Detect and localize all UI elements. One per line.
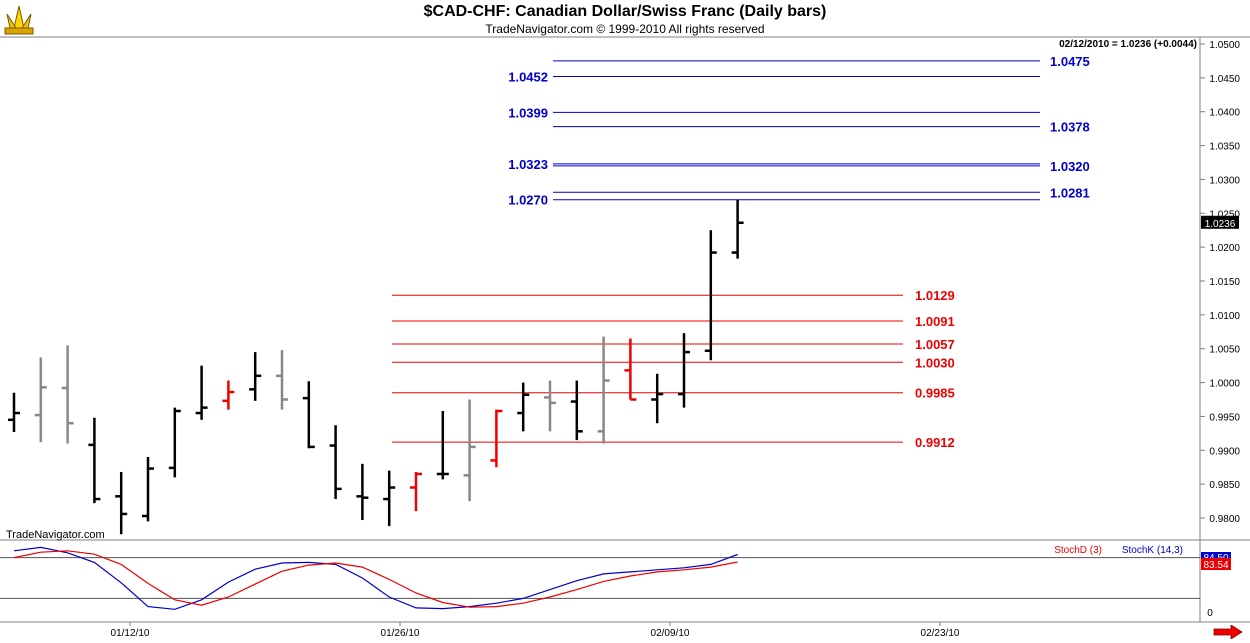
ohlc-bar bbox=[678, 333, 690, 408]
red-level-label: 0.9985 bbox=[915, 386, 955, 401]
ohlc-bar bbox=[302, 381, 315, 449]
ohlc-bar bbox=[61, 345, 74, 444]
y-tick-label: 1.0200 bbox=[1209, 243, 1240, 254]
red-level-label: 1.0129 bbox=[915, 288, 955, 303]
red-level-label: 0.9912 bbox=[915, 435, 955, 450]
stochk-line bbox=[13, 546, 738, 610]
ohlc-bar bbox=[383, 470, 396, 527]
blue-level-label: 1.0475 bbox=[1050, 54, 1090, 69]
ohlc-bar bbox=[597, 336, 610, 444]
ohlc-bar bbox=[276, 350, 288, 410]
y-tick-label: 1.0050 bbox=[1209, 345, 1240, 356]
blue-level-label: 1.0320 bbox=[1050, 159, 1090, 174]
last-price-label: 1.0236 bbox=[1205, 219, 1236, 230]
ohlc-bar bbox=[34, 357, 47, 443]
blue-level-label: 1.0378 bbox=[1050, 120, 1090, 135]
red-level-label: 1.0091 bbox=[915, 314, 955, 329]
chart-title: $CAD-CHF: Canadian Dollar/Swiss Franc (D… bbox=[423, 3, 827, 20]
ohlc-bar bbox=[168, 407, 181, 478]
y-tick-label: 1.0450 bbox=[1209, 74, 1240, 85]
ohlc-bar bbox=[8, 392, 20, 433]
y-tick-label: 0.9900 bbox=[1209, 446, 1240, 457]
ohlc-bar bbox=[570, 380, 583, 441]
ohlc-bar bbox=[410, 471, 422, 512]
ohlc-bar bbox=[356, 463, 369, 521]
red-level-label: 1.0057 bbox=[915, 337, 955, 352]
stochd-legend: StochD (3) bbox=[1054, 545, 1102, 556]
ohlc-bar bbox=[490, 409, 503, 468]
ohlc-bar bbox=[463, 399, 476, 502]
ohlc-bar bbox=[704, 230, 717, 361]
ohlc-bar bbox=[142, 457, 154, 522]
x-tick-label: 02/23/10 bbox=[921, 628, 960, 639]
stochd-value-label: 83.54 bbox=[1203, 560, 1228, 571]
info-readout: 02/12/2010 = 1.0236 (+0.0044) bbox=[1059, 39, 1197, 50]
ohlc-bar bbox=[624, 338, 637, 401]
ohlc-bar bbox=[329, 425, 342, 500]
scroll-right-arrow-icon[interactable] bbox=[1213, 625, 1243, 639]
watermark: TradeNavigator.com bbox=[6, 529, 105, 541]
ohlc-bar bbox=[249, 352, 262, 401]
ohlc-bar bbox=[731, 199, 744, 259]
ohlc-bar bbox=[517, 382, 530, 432]
stochk-value-box bbox=[1201, 552, 1231, 563]
ohlc-bar bbox=[436, 411, 449, 480]
blue-level-label: 1.0323 bbox=[508, 157, 548, 172]
stochd-line bbox=[13, 550, 738, 608]
ohlc-bar bbox=[544, 380, 556, 432]
last-price-box bbox=[1201, 215, 1239, 229]
ohlc-bar bbox=[651, 373, 664, 424]
x-tick-label: 02/09/10 bbox=[651, 628, 690, 639]
blue-level-label: 1.0281 bbox=[1050, 185, 1090, 200]
y-tick-label: 0.9800 bbox=[1209, 514, 1240, 525]
blue-level-label: 1.0399 bbox=[508, 105, 548, 120]
y-tick-label: 1.0500 bbox=[1209, 40, 1240, 51]
y-tick-label: 1.0350 bbox=[1209, 142, 1240, 153]
ohlc-bar bbox=[115, 471, 128, 535]
stochk-legend: StochK (14,3) bbox=[1122, 545, 1183, 556]
trade-navigator-logo-icon bbox=[4, 4, 34, 36]
blue-level-label: 1.0270 bbox=[508, 193, 548, 208]
y-tick-label: 1.0150 bbox=[1209, 277, 1240, 288]
stoch-zero-label: 0 bbox=[1207, 608, 1213, 619]
x-tick-label: 01/12/10 bbox=[111, 628, 150, 639]
y-tick-label: 1.0100 bbox=[1209, 311, 1240, 322]
y-tick-label: 1.0000 bbox=[1209, 379, 1240, 390]
y-tick-label: 0.9950 bbox=[1209, 412, 1240, 423]
red-level-label: 1.0030 bbox=[915, 355, 955, 370]
x-tick-label: 01/26/10 bbox=[381, 628, 420, 639]
y-tick-label: 0.9850 bbox=[1209, 480, 1240, 491]
ohlc-bar bbox=[195, 365, 208, 420]
ohlc-bar bbox=[222, 380, 235, 410]
blue-level-label: 1.0452 bbox=[508, 70, 548, 85]
y-tick-label: 1.0400 bbox=[1209, 108, 1240, 119]
chart-subtitle: TradeNavigator.com © 1999-2010 All right… bbox=[485, 22, 765, 36]
y-tick-label: 1.0250 bbox=[1209, 209, 1240, 220]
y-tick-label: 1.0300 bbox=[1209, 175, 1240, 186]
ohlc-bar bbox=[88, 417, 101, 504]
stochd-value-box bbox=[1201, 558, 1231, 570]
